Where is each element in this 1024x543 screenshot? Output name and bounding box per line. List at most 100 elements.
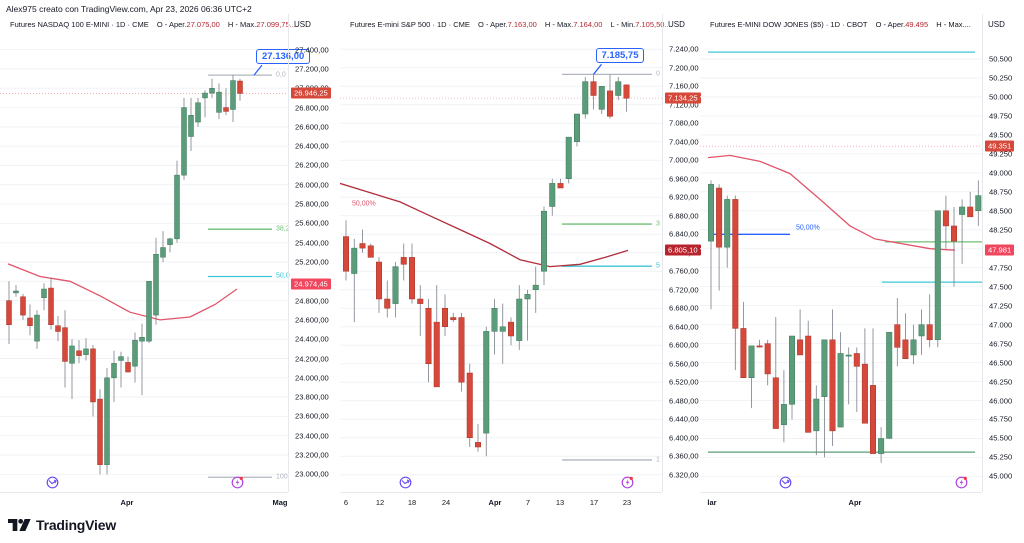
candle [756, 345, 763, 348]
dividend-arrow-icon[interactable] [46, 476, 59, 489]
candle [27, 317, 33, 326]
currency-label[interactable]: USD [668, 20, 685, 29]
price-axis[interactable]: 27.400,0027.200,0027.000,0026.800,0026.6… [288, 14, 340, 492]
candle [491, 308, 498, 332]
candle [237, 80, 243, 94]
chart-credit: Alex975 creato con TradingView.com, Apr … [6, 4, 252, 14]
candle [813, 398, 820, 432]
price-axis-label: 6.440,00 [669, 414, 699, 424]
chart-panel-nasdaq[interactable]: Futures NASDAQ 100 E-MINI · 1D · CME O -… [0, 14, 340, 511]
price-axis[interactable]: 50.500 50.250 50.000 49.750 49.500 49.250 49.0… [982, 14, 1024, 492]
candle [902, 339, 909, 360]
price-axis-label: 6.840,00 [669, 229, 699, 239]
price-axis-label: 49.250 [989, 149, 1013, 159]
ohlc-key: H - Max. [225, 20, 257, 29]
time-axis[interactable]: 6 12 18 24 Apr 7 13 17 23 [340, 492, 662, 511]
fib-level-label: 50,00% [796, 224, 820, 232]
earnings-lightning-icon[interactable] [621, 476, 634, 489]
currency-label[interactable]: USD [988, 20, 1005, 29]
price-axis-label: 24.600,00 [295, 315, 329, 325]
candle [20, 296, 26, 316]
chart-panel-sp500[interactable]: Futures E-mini S&P 500 · 1D · CME O - Ap… [340, 14, 701, 511]
candle [167, 238, 173, 245]
candle [90, 348, 96, 403]
symbol-title[interactable]: Futures E-MINI DOW JONES ($5) · 1D · CBO… [710, 20, 868, 29]
candle [13, 290, 19, 294]
candle [400, 257, 407, 265]
candle [442, 308, 448, 327]
moving-average-line [340, 182, 629, 268]
candle [417, 298, 424, 304]
tradingview-logo-text: TradingView [36, 517, 117, 533]
candle [343, 236, 349, 272]
chart-panel-dow[interactable]: Futures E-MINI DOW JONES ($5) · 1D · CBO… [700, 14, 1024, 511]
time-axis-label: 7 [525, 498, 531, 507]
candle [230, 80, 236, 110]
candle [125, 362, 131, 373]
candle [508, 321, 514, 337]
ma-percent-label: 50,00% [352, 200, 376, 208]
price-axis-label: 6.680,00 [669, 303, 699, 313]
price-axis-label: 45.250 [989, 452, 1013, 462]
candle [582, 81, 589, 115]
candle [41, 288, 47, 298]
candle [76, 350, 82, 356]
currency-label[interactable]: USD [294, 20, 311, 29]
price-axis-label: 7.040,00 [669, 137, 699, 147]
candle [797, 339, 804, 356]
candle [153, 254, 159, 316]
ohlc-key: O - Aper. [475, 20, 508, 29]
price-axis-label: 6.880,00 [669, 211, 699, 221]
dividend-arrow-icon[interactable] [399, 476, 412, 489]
candle [716, 187, 723, 248]
price-axis-label: 26.000,00 [295, 180, 329, 190]
candle [975, 195, 982, 212]
price-axis-label: 6.320,00 [669, 470, 699, 480]
tradingview-logo[interactable]: TradingView [8, 517, 116, 533]
price-axis-label: 6.360,00 [669, 451, 699, 461]
candlestick-plot[interactable] [0, 14, 288, 492]
candle [959, 206, 966, 215]
symbol-title[interactable]: Futures E-mini S&P 500 · 1D · CME [350, 20, 470, 29]
candle [195, 102, 201, 123]
candle [764, 343, 771, 375]
candle [772, 377, 779, 429]
price-axis-label: 45.000 [989, 471, 1013, 481]
candle [861, 363, 868, 424]
moving-average-price-tag: 47.981 [985, 244, 1015, 256]
price-axis[interactable]: 7.240,00 7.200,00 7.160,00 7.120,00 7.080,00… [662, 14, 701, 492]
moving-average-line [707, 154, 956, 251]
moving-average-price-tag: 6.805,10 [665, 244, 701, 256]
candle [574, 113, 580, 142]
dividend-arrow-icon[interactable] [779, 476, 792, 489]
ohlc-value: 49.495 [905, 20, 929, 29]
candle [615, 81, 622, 96]
time-axis[interactable]: Apr Mag [0, 492, 288, 511]
price-axis-label: 27.200,00 [295, 64, 329, 74]
candle [821, 339, 828, 397]
candlestick-plot[interactable] [700, 14, 982, 492]
symbol-title[interactable]: Futures NASDAQ 100 E-MINI · 1D · CME [10, 20, 149, 29]
candle [202, 92, 208, 99]
candle [829, 339, 836, 432]
candle [111, 363, 117, 379]
candle [748, 345, 755, 378]
time-axis[interactable]: lar Apr [700, 492, 982, 511]
earnings-lightning-icon[interactable] [231, 476, 244, 489]
moving-average-line [7, 263, 238, 321]
candle [837, 353, 844, 428]
candle [216, 91, 222, 113]
price-axis-label: 25.600,00 [295, 218, 329, 228]
ohlc-key: H - Max.... [934, 20, 971, 29]
time-axis-label: Apr [488, 498, 502, 507]
price-axis-label: 46.250 [989, 377, 1013, 387]
fib-level-label: 3 [656, 220, 660, 228]
candle [458, 317, 465, 383]
candle [409, 257, 415, 300]
earnings-lightning-icon[interactable] [955, 476, 968, 489]
fib-level-label: 5 [656, 262, 660, 270]
candle [942, 210, 949, 227]
price-axis-label: 6.720,00 [669, 285, 699, 295]
price-axis-label: 48.500 [989, 206, 1013, 216]
candlestick-plot[interactable] [340, 14, 662, 492]
